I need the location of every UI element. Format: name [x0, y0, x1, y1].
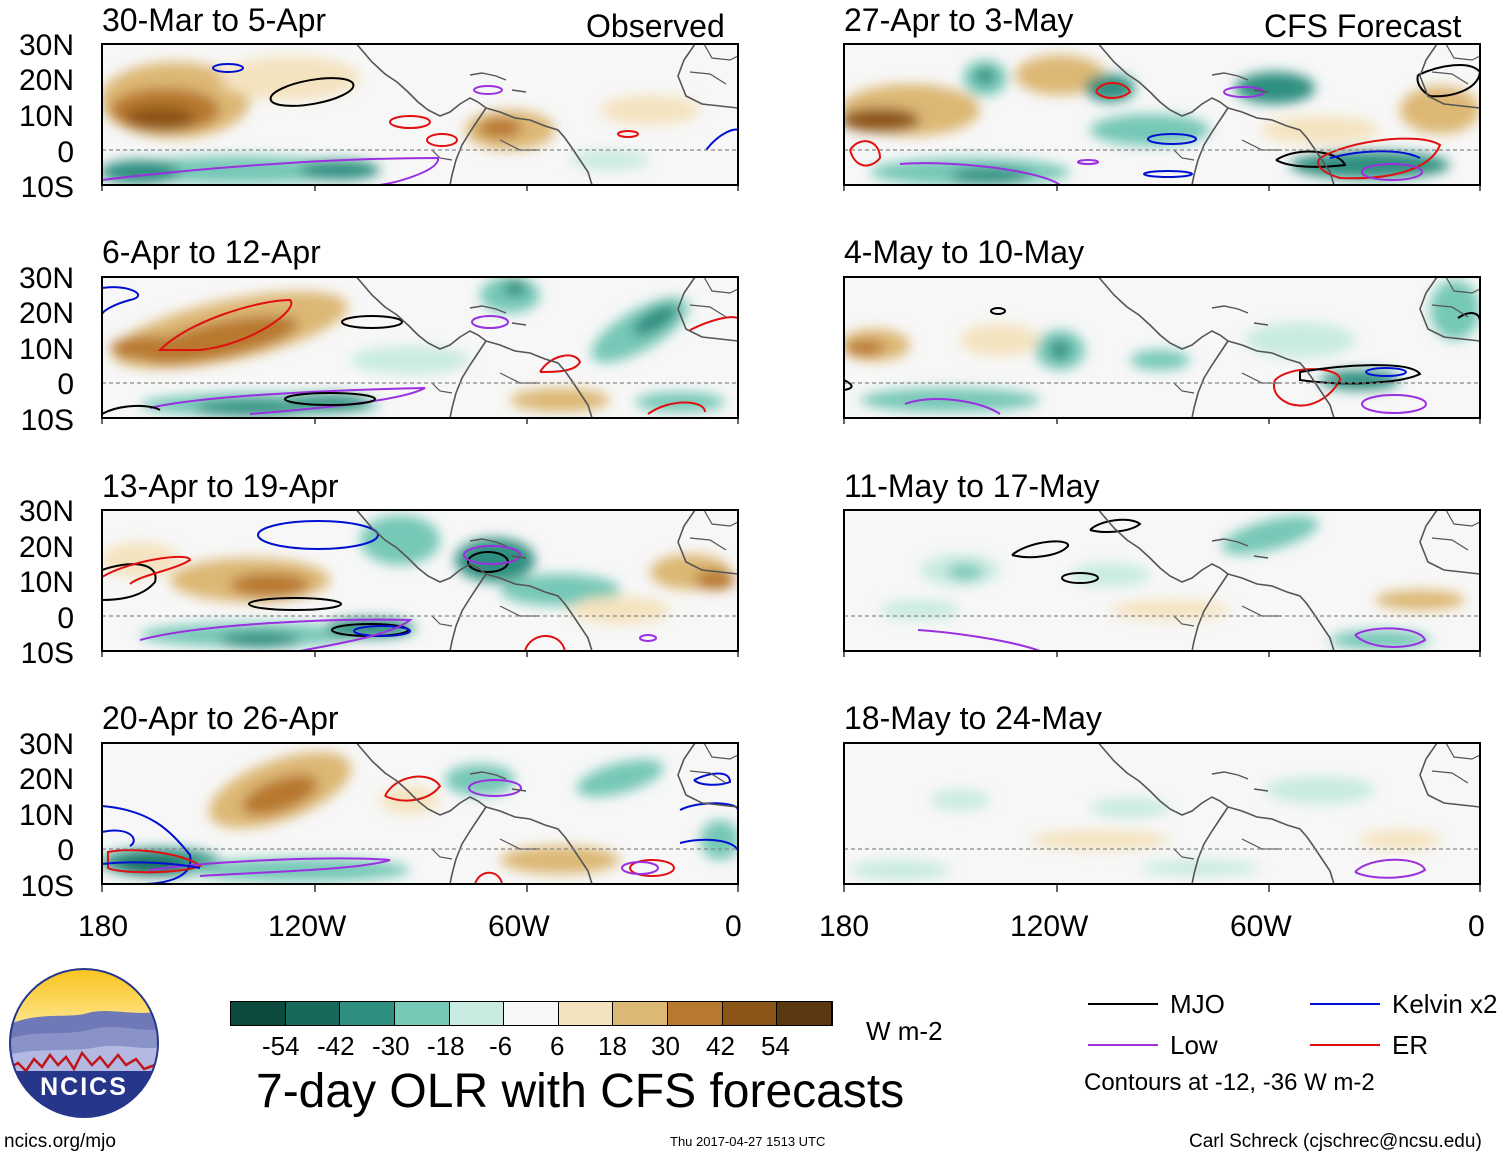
colorbar-label: -18: [427, 1031, 465, 1061]
ncics-logo-graphic: NCICS: [9, 968, 159, 1118]
x-tick-120w-left: 120W: [268, 910, 347, 943]
legend-label-mjo: MJO: [1170, 989, 1225, 1019]
y-tick-10s: 10S: [20, 404, 74, 437]
panel-7-map: [843, 509, 1481, 652]
colorbar-swatch: [558, 1002, 614, 1025]
y-tick-0: 0: [57, 602, 74, 635]
legend-label-kelvin: Kelvin x2: [1392, 989, 1498, 1019]
x-tick-60w-right: 60W: [1230, 910, 1292, 943]
colorbar-label: -6: [489, 1031, 513, 1061]
colorbar-swatch: [613, 1002, 669, 1025]
y-tick-10n: 10N: [18, 566, 74, 599]
y-tick-30n: 30N: [18, 29, 74, 62]
x-tick-180-left: 180: [78, 910, 129, 943]
observed-label: Observed: [586, 8, 725, 44]
panel-title-3: 13-Apr to 19-Apr: [102, 468, 339, 504]
legend-swatch-low: [1088, 1044, 1158, 1046]
colorbar-swatch: [285, 1002, 341, 1025]
colorbar-label: -30: [372, 1031, 410, 1061]
x-tick-180-right: 180: [819, 910, 870, 943]
colorbar-swatch: [231, 1002, 286, 1025]
colorbar-swatch: [777, 1002, 833, 1025]
panel-title-5: 27-Apr to 3-May: [844, 2, 1074, 38]
panel-4-map: [101, 742, 739, 885]
legend-swatch-mjo: [1088, 1003, 1158, 1005]
y-tick-10n: 10N: [18, 100, 74, 133]
y-tick-20n: 20N: [18, 531, 74, 564]
colorbar-label: -54: [262, 1031, 300, 1061]
panel-title-1: 30-Mar to 5-Apr: [102, 2, 327, 38]
y-tick-0: 0: [57, 834, 74, 867]
panel-3-map: [101, 509, 739, 652]
legend-note: Contours at -12, -36 W m-2: [1084, 1069, 1375, 1096]
panel-title-7: 11-May to 17-May: [844, 468, 1100, 504]
colorbar: [230, 1001, 833, 1026]
x-tick-0-right: 0: [1468, 910, 1485, 943]
panel-1-map: [101, 43, 739, 186]
colorbar-label: -42: [317, 1031, 355, 1061]
panel-title-8: 18-May to 24-May: [844, 700, 1102, 736]
main-title: 7-day OLR with CFS forecasts: [256, 1065, 905, 1118]
y-tick-0: 0: [57, 368, 74, 401]
x-tick-0-left: 0: [725, 910, 742, 943]
panel-title-4: 20-Apr to 26-Apr: [102, 700, 339, 736]
footer-link[interactable]: ncics.org/mjo: [4, 1131, 116, 1152]
colorbar-label: 6: [550, 1031, 565, 1061]
y-tick-20n: 20N: [18, 64, 74, 97]
panel-6-map: [843, 276, 1481, 419]
legend-label-low: Low: [1170, 1030, 1218, 1060]
footer-timestamp: Thu 2017-04-27 1513 UTC: [670, 1134, 826, 1149]
colorbar-swatch: [394, 1002, 450, 1025]
y-tick-30n: 30N: [18, 728, 74, 761]
colorbar-swatch: [340, 1002, 395, 1025]
axis-ticks: [101, 185, 1481, 892]
legend-label-er: ER: [1392, 1030, 1429, 1060]
y-tick-10s: 10S: [20, 637, 74, 670]
y-tick-10n: 10N: [18, 333, 74, 366]
ncics-logo-text: NCICS: [40, 1073, 128, 1101]
panel-2-map: [101, 276, 739, 419]
y-tick-0: 0: [57, 136, 74, 169]
y-tick-20n: 20N: [18, 297, 74, 330]
footer-credit: Carl Schreck (cjschrec@ncsu.edu): [1189, 1131, 1482, 1152]
panel-title-6: 4-May to 10-May: [844, 234, 1085, 270]
x-tick-60w-left: 60W: [488, 910, 550, 943]
colorbar-units: W m-2: [866, 1016, 943, 1046]
colorbar-swatch: [668, 1002, 723, 1025]
y-tick-10s: 10S: [20, 870, 74, 903]
colorbar-label: 18: [598, 1031, 627, 1061]
panel-8-map: [843, 742, 1481, 885]
panel-title-2: 6-Apr to 12-Apr: [102, 234, 321, 270]
colorbar-label: 30: [651, 1031, 680, 1061]
cfs-forecast-label: CFS Forecast: [1264, 8, 1462, 44]
colorbar-swatch: [722, 1002, 778, 1025]
y-tick-20n: 20N: [18, 763, 74, 796]
ncics-logo: NCICS: [8, 967, 160, 1119]
colorbar-label: 42: [706, 1031, 735, 1061]
colorbar-swatch: [504, 1002, 559, 1025]
legend-swatch-er: [1310, 1044, 1380, 1046]
y-tick-30n: 30N: [18, 262, 74, 295]
panel-5-map: [843, 43, 1481, 186]
colorbar-label: 54: [761, 1031, 790, 1061]
y-tick-30n: 30N: [18, 495, 74, 528]
legend-swatch-kelvin: [1310, 1003, 1380, 1005]
x-tick-120w-right: 120W: [1010, 910, 1089, 943]
y-tick-10s: 10S: [20, 171, 74, 204]
y-tick-10n: 10N: [18, 799, 74, 832]
colorbar-swatch: [449, 1002, 505, 1025]
